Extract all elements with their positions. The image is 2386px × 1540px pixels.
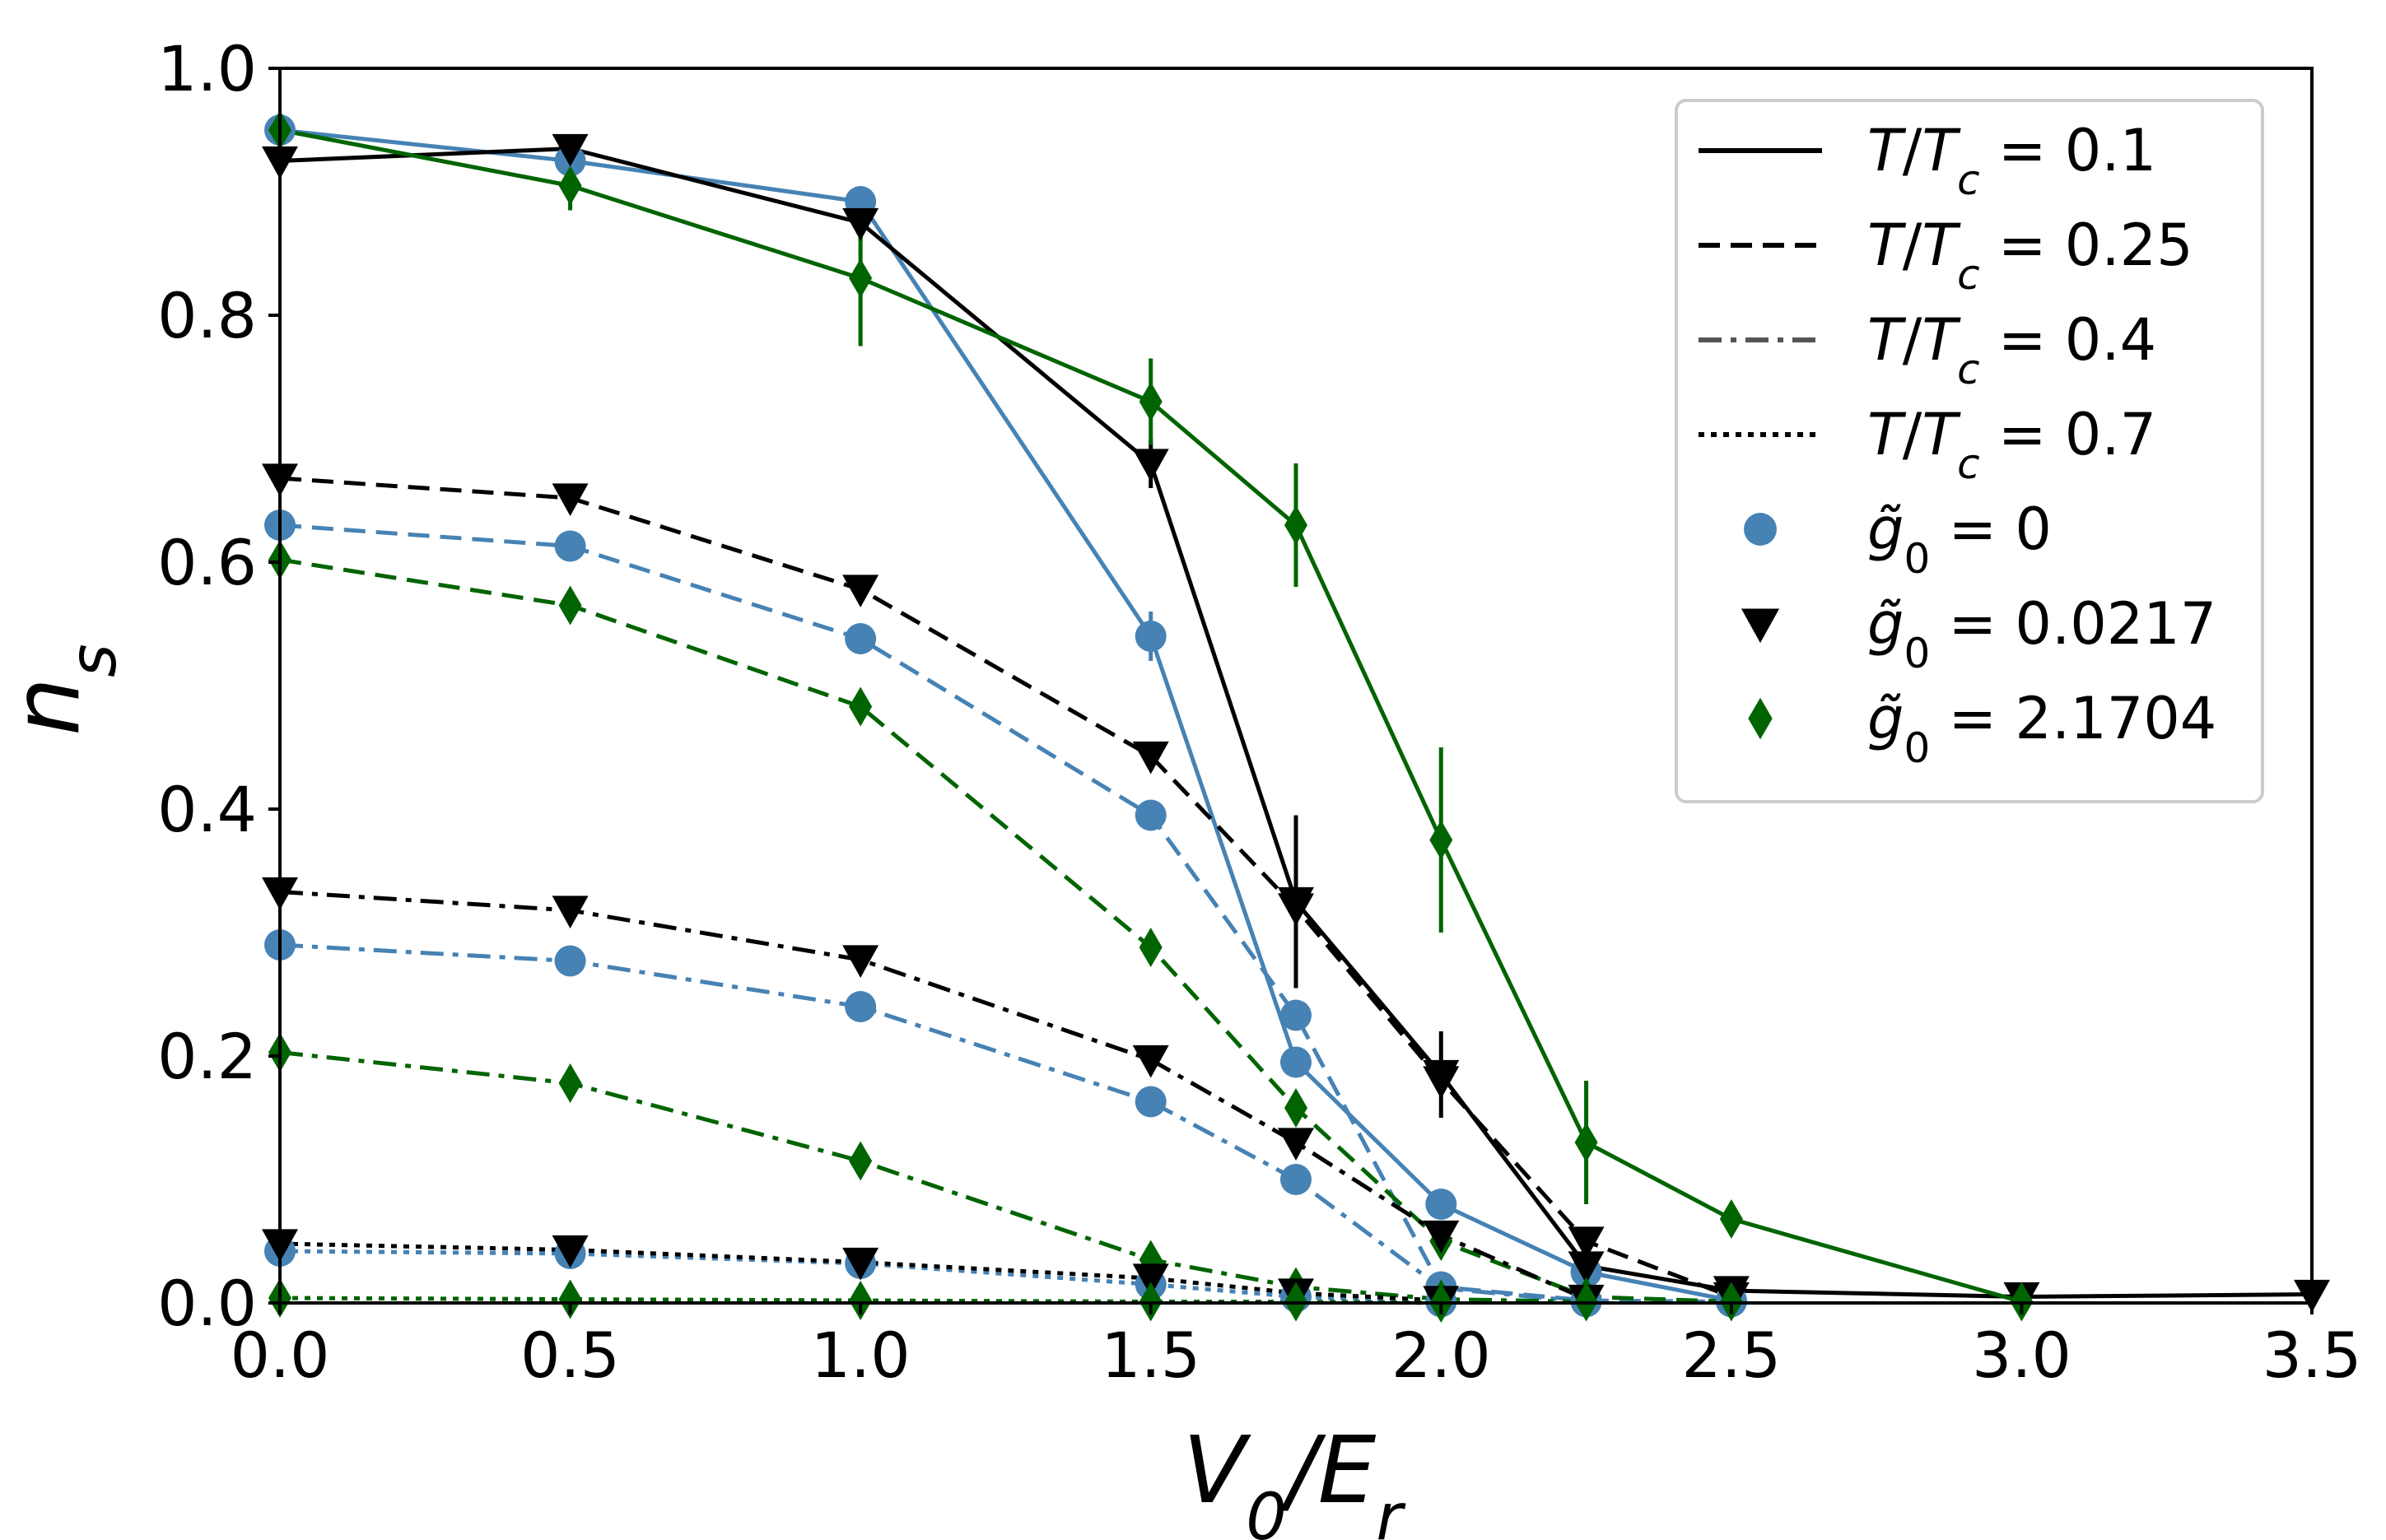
data-point bbox=[1719, 1199, 1743, 1239]
data-point bbox=[1135, 621, 1167, 652]
data-point bbox=[552, 483, 589, 516]
data-point bbox=[1132, 1263, 1169, 1296]
data-point bbox=[558, 165, 582, 206]
data-point bbox=[558, 1279, 582, 1319]
data-point bbox=[1568, 1226, 1605, 1259]
plot-area bbox=[262, 110, 2330, 1323]
data-point bbox=[552, 1235, 589, 1268]
axes: 0.0 0.5 1.0 1.5 2.0 2.5 3.0 3.5 0.0 0.2 0.4 0.6 0.8 1… bbox=[157, 32, 2361, 1392]
legend-frame bbox=[1675, 99, 2264, 803]
data-point bbox=[845, 991, 877, 1022]
x-tick-label: 3.5 bbox=[2263, 1319, 2362, 1392]
x-tick-label: 1.0 bbox=[811, 1319, 911, 1392]
plot-frame bbox=[278, 67, 2314, 1305]
y-tick-label: 0.2 bbox=[157, 1020, 257, 1093]
y-tick-label: 0.6 bbox=[157, 526, 257, 599]
data-point bbox=[1132, 1045, 1169, 1078]
data-point bbox=[849, 1281, 873, 1320]
y-tick-label: 0.4 bbox=[157, 773, 257, 846]
data-point bbox=[552, 133, 589, 167]
data-point bbox=[1139, 928, 1163, 967]
series-line-1 bbox=[279, 128, 1732, 1303]
data-point bbox=[1135, 799, 1167, 831]
data-point bbox=[1139, 382, 1163, 421]
series-line-2 bbox=[279, 147, 2313, 1299]
series-line-4 bbox=[279, 523, 1731, 1304]
data-point bbox=[1284, 1088, 1307, 1128]
data-point bbox=[1429, 820, 1453, 860]
data-point bbox=[1132, 449, 1169, 482]
x-axis-title: V0/Er bbox=[1183, 1417, 1407, 1540]
legend-marker-triangle-down bbox=[1741, 608, 1780, 644]
data-point bbox=[1284, 505, 1307, 545]
data-point bbox=[1574, 1123, 1598, 1162]
series-line-5 bbox=[279, 476, 1732, 1299]
x-tick-label: 2.5 bbox=[1681, 1319, 1781, 1392]
data-point bbox=[554, 530, 586, 562]
data-point bbox=[1280, 1164, 1312, 1195]
y-tick-label: 1.0 bbox=[157, 32, 257, 105]
data-point bbox=[1278, 1128, 1314, 1161]
series-line-10 bbox=[279, 1249, 1442, 1304]
data-point bbox=[842, 1247, 879, 1281]
data-markers bbox=[262, 110, 2330, 1323]
data-point bbox=[842, 207, 879, 241]
data-point bbox=[1280, 999, 1312, 1031]
x-tick-label: 0.5 bbox=[520, 1319, 620, 1392]
data-point bbox=[558, 1063, 582, 1103]
data-point bbox=[1568, 1251, 1605, 1284]
data-point bbox=[1132, 741, 1169, 775]
x-tick-label: 0.0 bbox=[231, 1319, 330, 1392]
data-point bbox=[842, 945, 879, 978]
data-point bbox=[842, 575, 879, 607]
data-point bbox=[849, 258, 873, 298]
data-point bbox=[558, 585, 582, 626]
legend-marker-diamond bbox=[1748, 697, 1773, 740]
legend-marker-circle bbox=[1744, 513, 1777, 546]
y-tick-label: 0.0 bbox=[157, 1267, 257, 1340]
data-point bbox=[1278, 893, 1314, 926]
y-tick-label: 0.8 bbox=[157, 279, 257, 352]
data-point bbox=[849, 686, 873, 727]
data-point bbox=[1280, 1046, 1312, 1078]
data-point bbox=[845, 623, 877, 654]
x-tick-label: 1.5 bbox=[1101, 1319, 1200, 1392]
x-tick-label: 3.0 bbox=[1972, 1319, 2071, 1392]
data-point bbox=[849, 1141, 873, 1181]
data-point bbox=[1423, 1220, 1460, 1254]
series-line-11 bbox=[279, 1241, 1442, 1303]
data-point bbox=[1135, 1086, 1167, 1118]
data-point bbox=[1423, 1066, 1460, 1099]
data-point bbox=[552, 896, 589, 928]
legend: T/Tc = 0.1T/Tc = 0.25T/Tc = 0.4T/Tc = 0.… bbox=[1675, 99, 2264, 803]
data-point bbox=[554, 945, 586, 977]
data-point bbox=[1425, 1189, 1457, 1220]
x-tick-label: 2.0 bbox=[1391, 1319, 1491, 1392]
